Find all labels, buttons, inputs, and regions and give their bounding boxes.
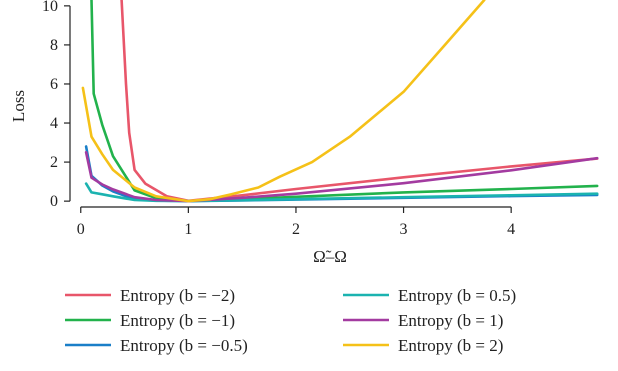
series-lines [81,0,599,203]
series-line-1 [120,0,599,203]
y-tick-label: 10 [42,0,58,15]
series-line-6 [81,0,486,203]
x-tick-label: 0 [77,221,85,238]
legend-label: Entropy (b = −1) [120,311,235,330]
y-tick-label: 2 [50,154,58,171]
axes: 0 2 4 6 8 10 0 1 2 3 4 [42,0,515,238]
legend-label: Entropy (b = 1) [398,311,503,330]
x-tick-label: 3 [400,221,408,238]
legend: Entropy (b = −2) Entropy (b = −1) Entropy … [65,286,516,355]
y-tick-label: 8 [50,37,58,54]
x-tick-label: 4 [507,221,515,238]
series-line-5 [84,151,599,203]
y-tick-label: 6 [50,76,58,93]
legend-label: Entropy (b = 2) [398,336,503,355]
legend-label: Entropy (b = 0.5) [398,286,516,305]
legend-label: Entropy (b = −0.5) [120,336,248,355]
x-axis-title: Ω̃–Ω [313,247,347,266]
legend-label: Entropy (b = −2) [120,286,235,305]
x-tick-label: 2 [292,221,300,238]
y-tick-label: 0 [50,193,58,210]
y-tick-label: 4 [50,115,58,132]
x-tick-label: 1 [184,221,192,238]
y-axis-title: Loss [9,90,28,122]
series-line-2 [90,0,599,203]
